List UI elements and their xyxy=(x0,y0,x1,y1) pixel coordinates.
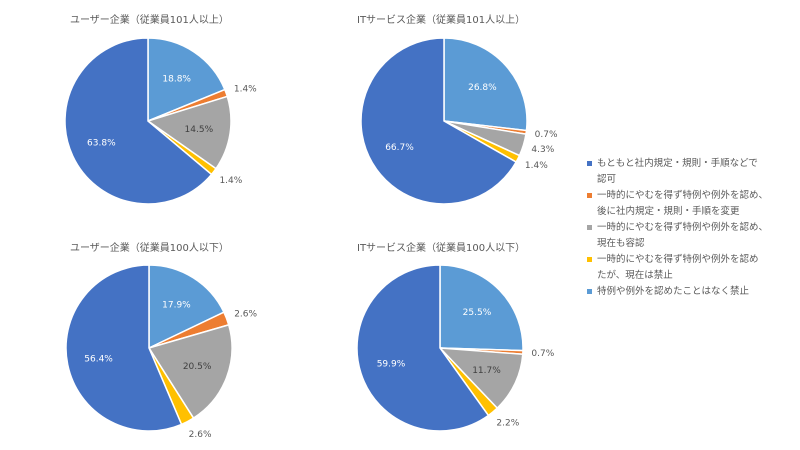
data-label: 56.4% xyxy=(84,354,113,364)
legend-item-exception-now-prohibited[interactable]: 一時的にやむを得ず特例や例外を認め たが、現在は禁止 xyxy=(587,252,797,284)
legend-label-line2: 認可 xyxy=(597,174,617,185)
legend-label-line2: 後に社内規定・規則・手順を変更 xyxy=(597,206,740,217)
pie-slice xyxy=(360,37,518,205)
data-label: 1.4% xyxy=(219,176,242,186)
pie-chart-it-100minus: 25.5% 0.7% 11.7% 2.2% 59.9% xyxy=(356,264,555,432)
data-label: 18.8% xyxy=(162,74,191,84)
pie-slice xyxy=(147,323,233,420)
data-label: 66.7% xyxy=(385,143,414,153)
data-label: 2.2% xyxy=(496,419,519,429)
data-label: 1.4% xyxy=(234,84,257,94)
data-label: 0.7% xyxy=(535,130,558,140)
legend-swatch-orange-icon xyxy=(587,193,592,198)
legend-item-exception-still-allowed[interactable]: 一時的にやむを得ず特例や例外を認め、 現在も容認 xyxy=(587,220,797,252)
data-label: 11.7% xyxy=(472,366,501,376)
pie-slice xyxy=(439,264,524,352)
data-label: 4.3% xyxy=(531,145,554,155)
pie-slice xyxy=(356,264,490,432)
legend-swatch-dark-blue-icon xyxy=(587,161,592,166)
pie-slice xyxy=(438,347,524,410)
legend-item-never-allowed[interactable]: 特例や例外を認めたことはなく禁止 xyxy=(587,284,797,300)
pie-chart-user-100minus: 17.9% 2.6% 20.5% 2.6% 56.4% xyxy=(65,264,258,440)
pie-slice xyxy=(146,95,232,170)
data-label: 26.8% xyxy=(468,83,497,93)
legend-item-exception-then-rule-changed[interactable]: 一時的にやむを得ず特例や例外を認め、 後に社内規定・規則・手順を変更 xyxy=(587,188,797,220)
pie-chart-user-101plus: 18.8% 1.4% 14.5% 1.4% 63.8% xyxy=(64,37,257,205)
legend-swatch-yellow-icon xyxy=(587,257,592,262)
pie-slice xyxy=(148,264,225,350)
data-label: 0.7% xyxy=(531,349,554,359)
legend: もともと社内規定・規則・手順などで 認可 一時的にやむを得ず特例や例外を認め、 … xyxy=(587,156,797,300)
legend-swatch-light-blue-icon xyxy=(587,289,592,294)
data-label: 1.4% xyxy=(525,161,548,171)
pie-chart-it-101plus: 26.8% 0.7% 4.3% 1.4% 66.7% xyxy=(360,37,558,205)
chart-title-it-100minus: ITサービス企業（従業員100人以下） xyxy=(357,243,526,254)
legend-item-approved-originally[interactable]: もともと社内規定・規則・手順などで 認可 xyxy=(587,156,797,188)
data-label: 2.6% xyxy=(189,430,212,440)
chart-title-user-101plus: ユーザー企業（従業員101人以上） xyxy=(70,15,229,26)
legend-label-line2: たが、現在は禁止 xyxy=(597,270,673,281)
legend-swatch-gray-icon xyxy=(587,225,592,230)
legend-label: 一時的にやむを得ず特例や例外を認め、 xyxy=(597,190,769,201)
data-label: 17.9% xyxy=(162,300,191,310)
legend-label-line2: 現在も容認 xyxy=(597,238,645,249)
legend-label: 一時的にやむを得ず特例や例外を認め、 xyxy=(597,222,769,233)
legend-label: 一時的にやむを得ず特例や例外を認め xyxy=(597,254,759,265)
chart-title-user-100minus: ユーザー企業（従業員100人以下） xyxy=(70,243,229,254)
pie-slice xyxy=(147,37,226,123)
data-label: 20.5% xyxy=(183,362,212,372)
data-label: 59.9% xyxy=(377,360,406,370)
data-label: 14.5% xyxy=(185,125,214,135)
pie-slice xyxy=(64,37,213,205)
data-label: 2.6% xyxy=(234,309,257,319)
legend-label: もともと社内規定・規則・手順などで xyxy=(597,158,758,169)
pie-slice xyxy=(443,37,528,132)
data-label: 25.5% xyxy=(463,308,492,318)
legend-label: 特例や例外を認めたことはなく禁止 xyxy=(597,286,750,297)
chart-title-it-101plus: ITサービス企業（従業員101人以上） xyxy=(357,15,526,26)
data-label: 63.8% xyxy=(87,139,116,149)
pie-slice xyxy=(65,264,183,432)
